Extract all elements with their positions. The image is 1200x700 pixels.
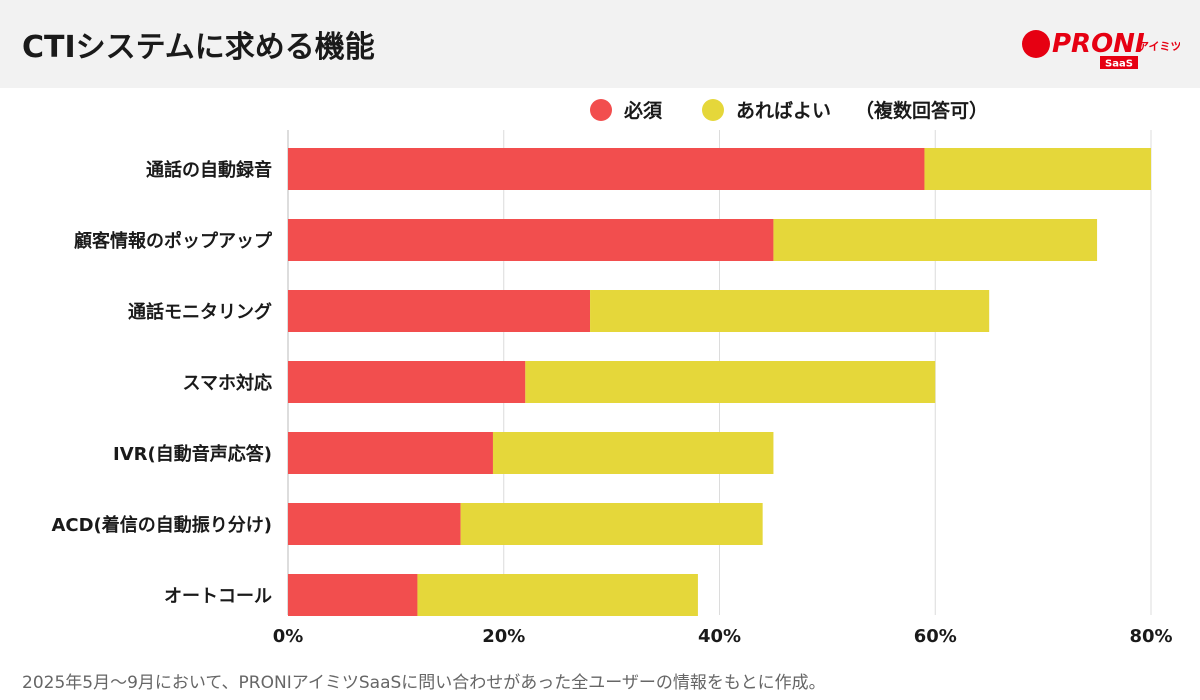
category-label: 顧客情報のポップアップ	[74, 230, 273, 252]
bar-required	[288, 219, 774, 261]
bar-nice-to-have	[492, 432, 774, 474]
bar-nice-to-have	[525, 361, 936, 403]
bar-required	[288, 574, 418, 616]
category-label: IVR(自動音声応答)	[113, 443, 272, 465]
page-title: CTIシステムに求める機能	[22, 30, 375, 65]
category-label: 通話の自動録音	[146, 159, 272, 181]
legend-label: あればよい	[736, 100, 832, 122]
legend-item-required: 必須	[590, 96, 662, 123]
x-tick-label: 40%	[698, 626, 741, 647]
x-tick-label: 80%	[1129, 626, 1172, 647]
legend-note: （複数回答可）	[855, 100, 989, 122]
legend-swatch	[590, 98, 612, 121]
category-label: ACD(着信の自動振り分け)	[51, 514, 272, 536]
header	[0, 0, 1200, 88]
legend-label: 必須	[624, 100, 663, 122]
category-label: スマホ対応	[183, 372, 272, 394]
proni-logo: PRONI アイミツ SaaS	[1022, 29, 1180, 70]
bar-required	[288, 361, 526, 403]
bar-required	[288, 290, 591, 332]
logo-badge: SaaS	[1105, 59, 1133, 70]
logo-text: PRONI	[1052, 29, 1145, 59]
x-tick-label: 60%	[914, 626, 957, 647]
bar-nice-to-have	[460, 503, 763, 545]
logo-sub: アイミツ	[1138, 40, 1180, 53]
bar-required	[288, 503, 461, 545]
footnote: 2025年5月〜9月において、PRONIアイミツSaaSに問い合わせがあった全ユ…	[22, 673, 826, 693]
x-tick-label: 20%	[482, 626, 525, 647]
bar-nice-to-have	[590, 290, 990, 332]
category-label: オートコール	[164, 586, 272, 607]
category-label: 通話モニタリング	[128, 301, 272, 323]
bar-nice-to-have	[417, 574, 698, 616]
legend-swatch	[702, 98, 725, 121]
bar-required	[288, 432, 493, 474]
legend: 必須 あればよい （複数回答可）	[590, 96, 1028, 123]
x-tick-label: 0%	[273, 626, 304, 647]
bar-nice-to-have	[924, 148, 1151, 190]
bar-nice-to-have	[773, 219, 1098, 261]
bar-required	[288, 148, 925, 190]
legend-item-nice-to-have: あればよい （複数回答可）	[702, 96, 988, 123]
